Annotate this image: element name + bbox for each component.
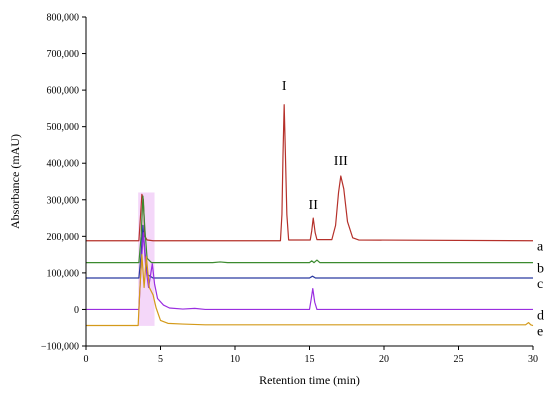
x-tick-label: 5 (158, 354, 163, 365)
trace-labels: abc de (537, 240, 544, 340)
y-axis-ticks: −100,000 0 100,000 200,000 300,000 400,000 500… (41, 13, 86, 353)
peak-label: III (334, 154, 348, 169)
peak-label: I (282, 79, 287, 94)
trace-label-b: b (537, 262, 544, 277)
x-tick-label: 30 (528, 354, 538, 365)
series-line-b (86, 195, 533, 264)
y-tick-label: 200,000 (47, 232, 80, 243)
series-line-e (86, 254, 534, 327)
series-line-d (86, 232, 533, 311)
peak-label: II (309, 198, 319, 213)
y-tick-label: −100,000 (41, 342, 79, 353)
y-tick-label: 700,000 (47, 49, 80, 60)
y-axis-title: Absorbance (mAU) (8, 134, 22, 229)
y-tick-label: 0 (74, 305, 79, 316)
y-tick-label: 600,000 (47, 86, 80, 97)
x-tick-label: 25 (454, 354, 464, 365)
trace-label-e: e (537, 325, 543, 340)
x-axis-title: Retention time (min) (259, 373, 360, 387)
series-layer (86, 104, 534, 327)
y-tick-label: 300,000 (47, 195, 80, 206)
y-tick-label: 800,000 (47, 13, 80, 24)
y-tick-label: 500,000 (47, 122, 80, 133)
x-tick-label: 15 (305, 354, 315, 365)
x-tick-label: 20 (379, 354, 389, 365)
y-tick-label: 400,000 (47, 159, 80, 170)
trace-label-a: a (537, 240, 544, 255)
trace-label-c: c (537, 277, 543, 292)
y-tick-label: 100,000 (47, 268, 80, 279)
x-axis-ticks: 0 5 10 15 20 25 30 (84, 346, 538, 365)
x-tick-label: 10 (230, 354, 240, 365)
trace-label-d: d (537, 308, 544, 323)
x-tick-label: 0 (84, 354, 89, 365)
